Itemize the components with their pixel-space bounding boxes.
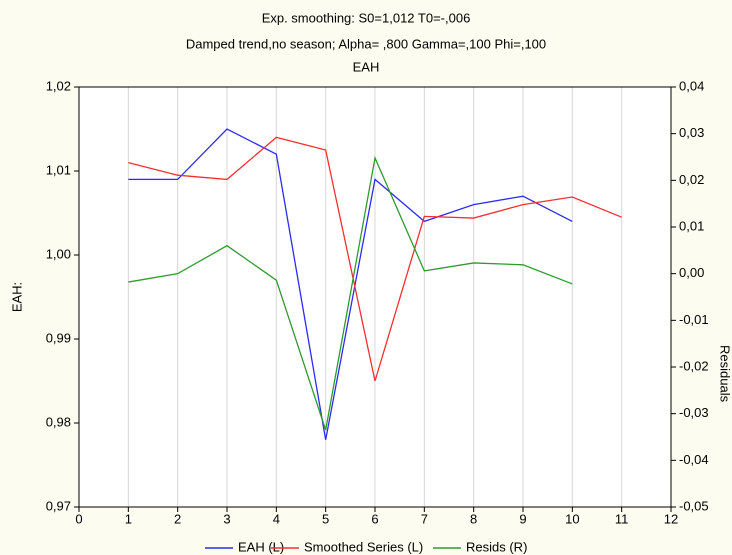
y-tick-label: 0,97 [46,498,71,513]
y-tick-label: 1,02 [46,78,71,93]
x-tick-label: 7 [421,511,428,526]
y2-tick-label: 0,01 [679,218,704,233]
series-line [128,155,573,431]
y2-tick-label: 0,04 [679,78,704,93]
x-tick-label: 3 [223,511,230,526]
x-tick-label: 4 [273,511,280,526]
x-tick-label: 2 [174,511,181,526]
y-tick-label: 1,01 [46,162,71,177]
y2-tick-label: -0,04 [679,452,709,467]
x-tick-label: 12 [664,511,678,526]
legend-label: Smoothed Series (L) [304,539,423,554]
y-tick-label: 0,99 [46,330,71,345]
x-tick-label: 6 [371,511,378,526]
x-tick-label: 10 [565,511,579,526]
series-line [128,136,622,382]
y2-tick-label: -0,02 [679,358,709,373]
y2-tick-label: -0,05 [679,498,709,513]
y2-tick-label: 0,02 [679,172,704,187]
y-tick-label: 1,00 [46,246,71,261]
legend-label: Resids (R) [466,539,527,554]
plot-frame [78,86,672,508]
x-tick-label: 5 [322,511,329,526]
chart-subtitle: EAH [353,59,380,74]
series-line [128,128,573,440]
x-tick-label: 9 [519,511,526,526]
y2-tick-label: 0,03 [679,125,704,140]
y2-tick-label: -0,01 [679,312,709,327]
x-tick-label: 11 [615,511,629,526]
y2-tick-label: -0,03 [679,405,709,420]
x-tick-label: 8 [470,511,477,526]
x-tick-label: 0 [75,511,82,526]
chart-subtitle: Damped trend,no season; Alpha= ,800 Gamm… [186,36,546,51]
y-tick-label: 0,98 [46,414,71,429]
legend-label: EAH (L) [238,539,284,554]
chart-title: Exp. smoothing: S0=1,012 T0=-,006 [262,10,471,25]
y2-tick-label: 0,00 [679,265,704,280]
y-axis-label: EAH: [9,282,24,312]
y2-axis-label: Residuals [718,345,732,403]
x-tick-label: 1 [125,511,132,526]
